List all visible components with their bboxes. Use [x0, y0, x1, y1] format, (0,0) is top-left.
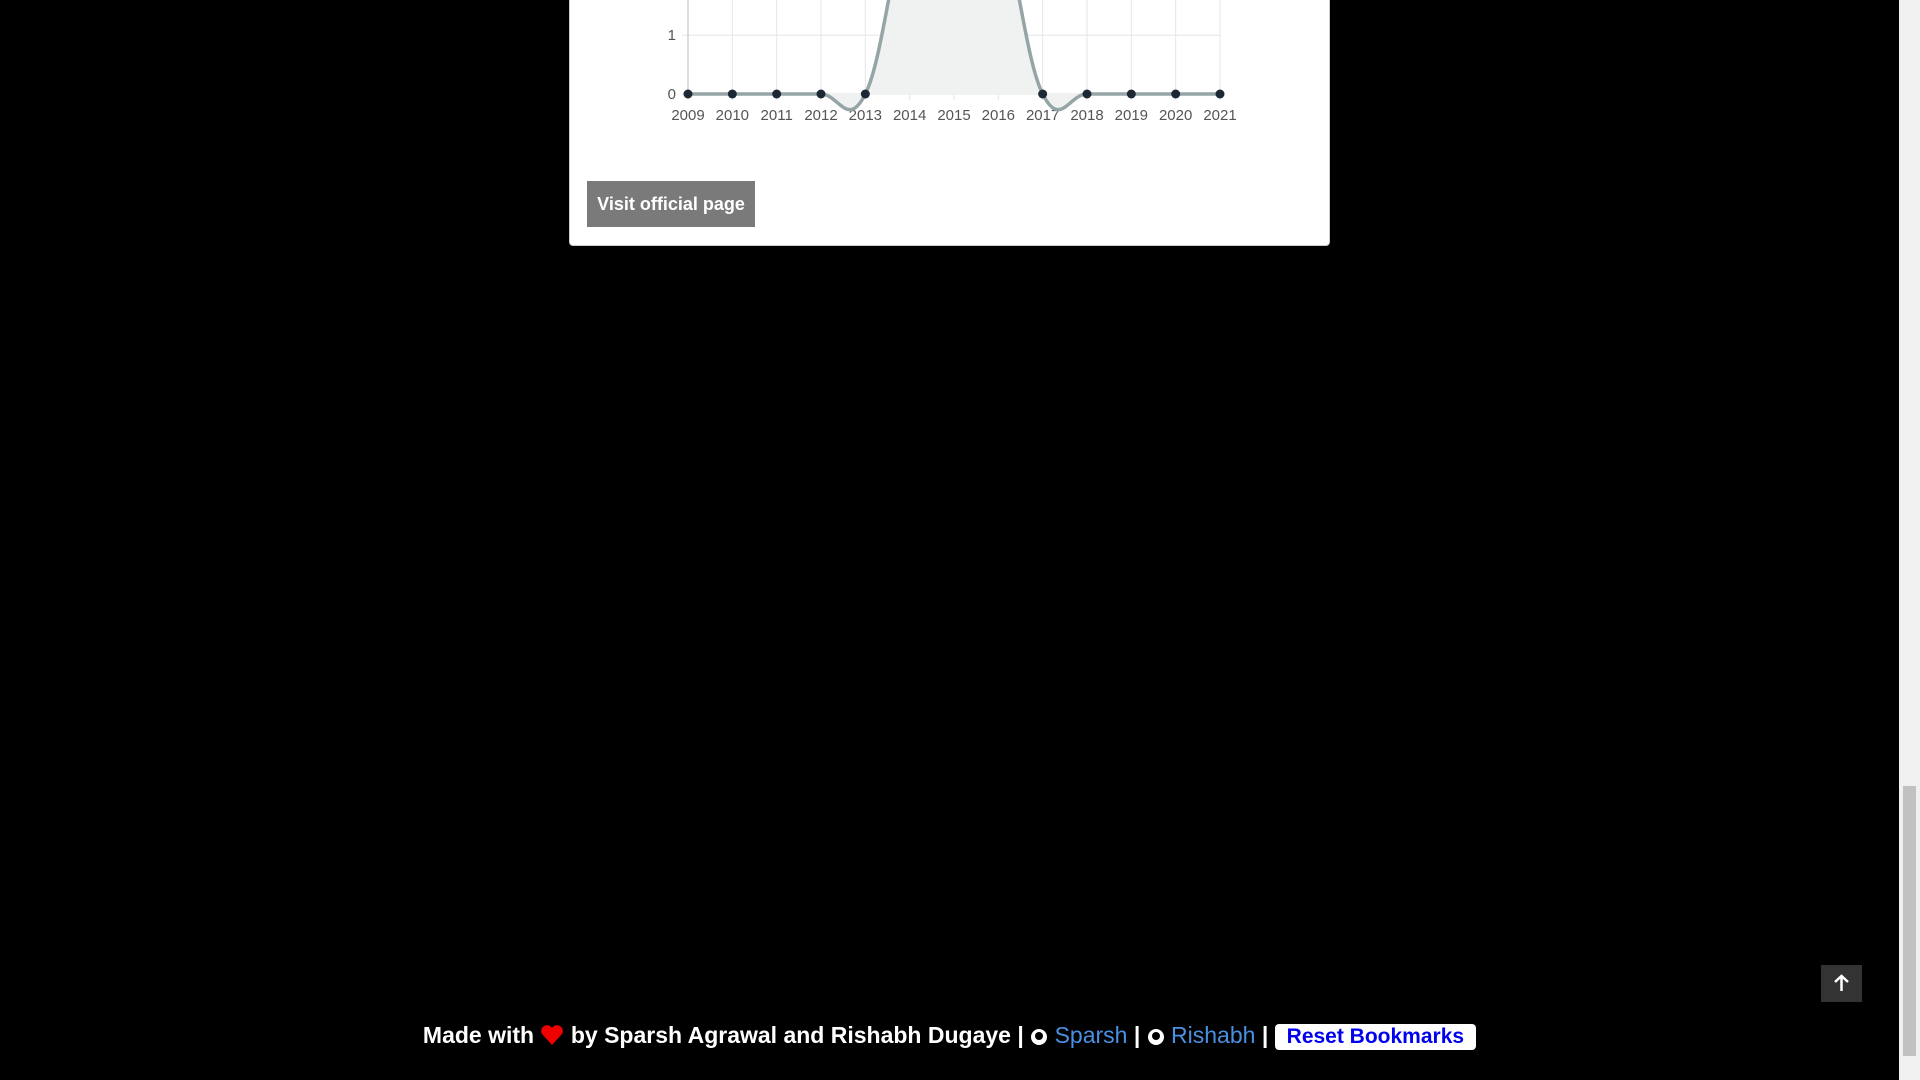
y-tick-label: 1 [668, 27, 676, 44]
scrollbar-thumb[interactable] [1903, 786, 1916, 1056]
link-sparsh[interactable]: Sparsh [1054, 1022, 1128, 1048]
x-tick-label: 2013 [849, 107, 882, 124]
point [1126, 89, 1136, 99]
link-rishabh[interactable]: Rishabh [1171, 1022, 1256, 1048]
footer: Made with by Sparsh Agrawal and Rishabh … [0, 1022, 1899, 1050]
back-to-top[interactable] [1821, 965, 1862, 1002]
point [683, 89, 693, 99]
footer-text: by Sparsh Agrawal and Rishabh Dugaye [570, 1022, 1011, 1048]
reset-button[interactable]: Reset Bookmarks [1274, 1024, 1477, 1050]
separator: | [1261, 1022, 1269, 1048]
x-tick-label: 2020 [1159, 107, 1192, 124]
x-tick-label: 2014 [893, 107, 926, 124]
x-tick-label: 2010 [716, 107, 749, 124]
y-tick-label: 0 [668, 86, 676, 103]
heart-icon [541, 1025, 564, 1045]
point [860, 89, 870, 99]
footer-text: Made with [422, 1022, 535, 1048]
x-tick-label: 2019 [1115, 107, 1148, 124]
area [688, 0, 1220, 110]
point [1171, 89, 1181, 99]
x-tick-label: 2016 [982, 107, 1015, 124]
point [727, 89, 737, 99]
point [772, 89, 782, 99]
x-tick-label: 2012 [804, 107, 837, 124]
visit-button[interactable]: Visit official page [587, 181, 755, 227]
chart: 0123420092010201120122013201420152016201… [668, 0, 1237, 124]
separator: | [1017, 1022, 1024, 1048]
x-tick-label: 2021 [1203, 107, 1236, 124]
point [1082, 89, 1092, 99]
point [816, 89, 826, 99]
github-icon [1031, 1029, 1048, 1045]
separator: | [1133, 1022, 1141, 1048]
x-tick-label: 2009 [671, 107, 704, 124]
x-tick-label: 2017 [1026, 107, 1059, 124]
line [688, 0, 1220, 112]
point [1215, 89, 1225, 99]
x-tick-label: 2018 [1070, 107, 1103, 124]
arrow-icon [1834, 974, 1849, 991]
x-tick-label: 2015 [937, 107, 970, 124]
github-icon [1147, 1029, 1164, 1045]
point [1038, 89, 1048, 99]
x-tick-label: 2011 [761, 107, 793, 124]
